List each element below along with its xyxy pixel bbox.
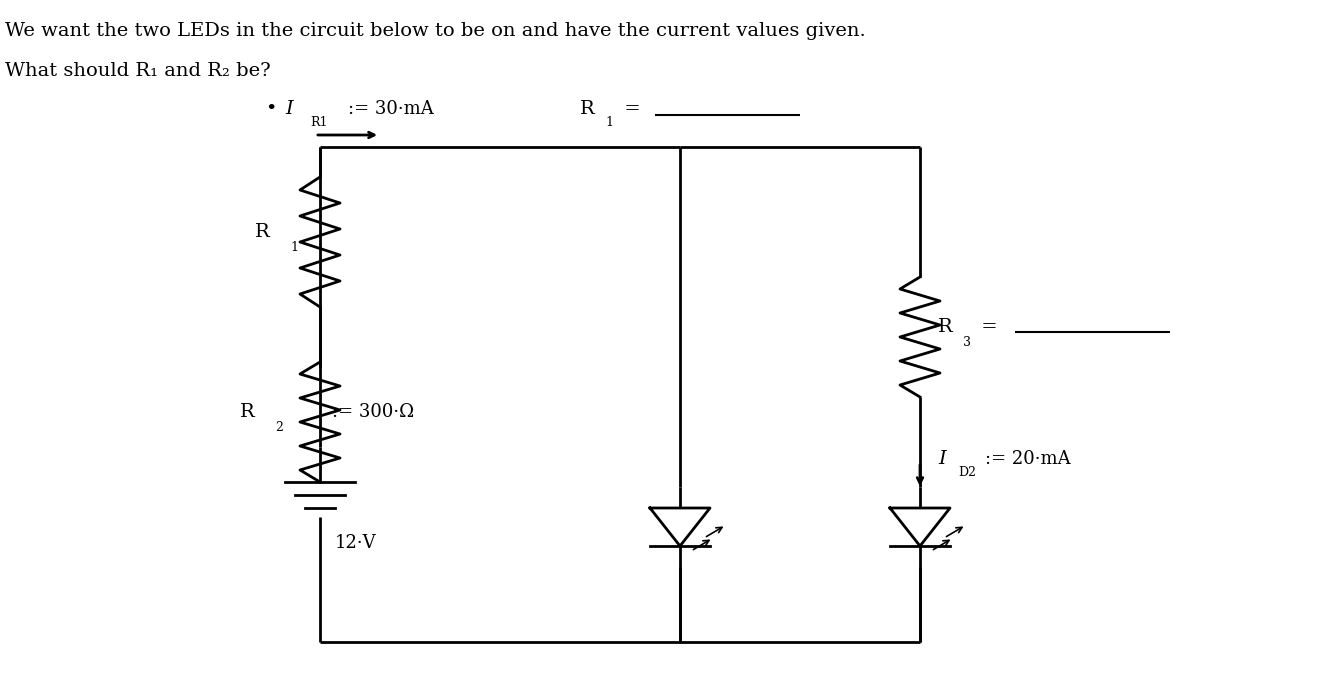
Text: =: = — [974, 318, 997, 336]
Text: := 300·Ω: := 300·Ω — [332, 403, 414, 421]
Text: I: I — [938, 450, 946, 468]
Text: I: I — [285, 100, 293, 118]
Text: R: R — [938, 318, 960, 336]
Text: 1: 1 — [290, 240, 298, 254]
Text: R: R — [241, 403, 261, 421]
Text: We want the two LEDs in the circuit below to be on and have the current values g: We want the two LEDs in the circuit belo… — [5, 22, 866, 40]
Text: =: = — [618, 100, 641, 118]
Text: := 20·mA: := 20·mA — [985, 450, 1071, 468]
Text: D2: D2 — [958, 466, 976, 479]
Text: R: R — [581, 100, 601, 118]
Text: What should R₁ and R₂ be?: What should R₁ and R₂ be? — [5, 62, 270, 80]
Text: R1: R1 — [310, 116, 328, 128]
Text: R: R — [255, 223, 276, 241]
Text: := 30·mA: := 30·mA — [348, 100, 434, 118]
Text: 1: 1 — [605, 116, 613, 128]
Text: •: • — [265, 100, 277, 118]
Text: 12·V: 12·V — [335, 534, 376, 552]
Text: 2: 2 — [276, 420, 282, 434]
Text: 3: 3 — [964, 335, 970, 348]
